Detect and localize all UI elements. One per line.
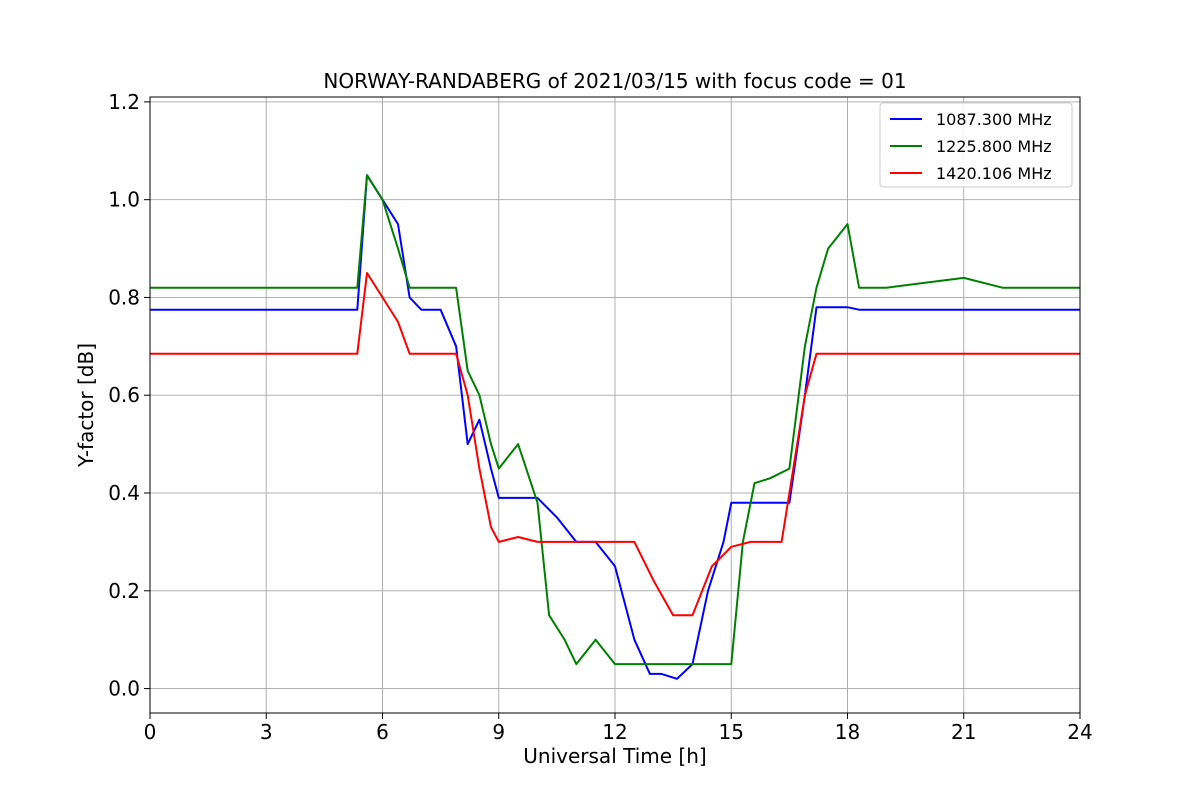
y-tick-label: 0.2 [108,579,140,603]
legend-label: 1225.800 MHz [936,137,1052,156]
y-tick-label: 1.0 [108,188,140,212]
series-line-2 [150,174,1080,666]
y-tick-label: 1.2 [108,90,140,114]
x-tick-label: 21 [951,720,976,744]
x-tick-label: 6 [376,720,389,744]
x-tick-label: 9 [492,720,505,744]
legend-label: 1420.106 MHz [936,164,1052,183]
x-tick-label: 3 [260,720,273,744]
chart-title: NORWAY-RANDABERG of 2021/03/15 with focu… [323,69,906,93]
y-tick-label: 0.6 [108,383,140,407]
legend: 1087.300 MHz 1225.800 MHz 1420.106 MHz [879,102,1073,188]
x-tick-label: 0 [144,720,157,744]
y-tick-label: 0.4 [108,481,140,505]
x-tick-label: 12 [602,720,627,744]
legend-box [879,102,1073,188]
legend-label: 1087.300 MHz [936,110,1052,129]
series-layer [150,174,1080,680]
x-tick-label: 15 [719,720,744,744]
y-tick-label: 0.8 [108,285,140,309]
series-line-3 [150,272,1080,617]
x-tick-label: 24 [1067,720,1092,744]
x-tick-label: 18 [835,720,860,744]
x-axis-label: Universal Time [h] [523,744,706,768]
y-tick-label: 0.0 [108,677,140,701]
ticks: 0 3 6 9 12 15 18 21 24 0.0 0.2 0.4 0.6 0.8 1.0 1.2 [108,90,1093,744]
grid [149,97,1081,713]
y-axis-label: Y-factor [dB] [74,343,98,468]
